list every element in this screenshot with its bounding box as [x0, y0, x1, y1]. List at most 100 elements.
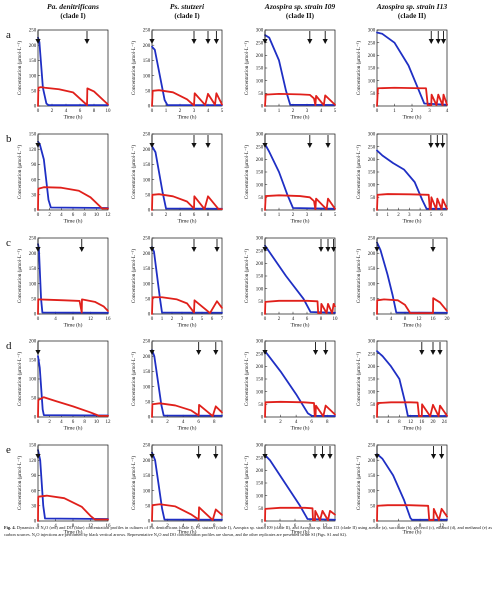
y-tick-label: 50 [145, 298, 151, 303]
n2o-series-line [376, 86, 448, 107]
injection-arrow-head [439, 454, 445, 459]
caption-label: Fig. 4. [4, 525, 16, 530]
column-title-1: Pa. denitrificans [47, 2, 99, 11]
y-tick-label: 250 [143, 444, 151, 449]
y-tick-label: 250 [256, 41, 264, 46]
y-tick-label: 100 [29, 378, 37, 383]
x-tick-label: 0 [151, 420, 154, 425]
x-tick-label: 5 [334, 109, 337, 114]
y-tick-label: 100 [143, 489, 151, 494]
y-tick-label: 0 [261, 416, 264, 421]
y-tick-label: 250 [256, 352, 264, 357]
y-tick-label: 100 [256, 183, 264, 188]
y-tick-label: 250 [256, 249, 264, 254]
y-tick-label: 0 [373, 313, 376, 318]
y-axis-label: Concentration (μmol·L⁻¹) [130, 41, 137, 95]
y-axis-label: Concentration (μmol·L⁻¹) [130, 145, 137, 199]
do-series-line [376, 350, 448, 417]
y-tick-label: 200 [29, 340, 37, 345]
y-tick-label: 100 [368, 390, 376, 395]
panel-c-1: 0 50 100 150 200 250 0 4 8 12 16 Time (h) Concentrat… [16, 237, 111, 329]
y-tick-label: 0 [261, 105, 264, 110]
x-tick-label: 0 [264, 213, 267, 218]
row-label-a: a [6, 29, 11, 41]
column-clade-3: (clade II) [286, 12, 315, 20]
injection-arrow-head [262, 39, 268, 44]
y-tick-label: 100 [368, 489, 376, 494]
plot-frame [37, 29, 109, 107]
x-tick-label: 0 [151, 109, 154, 114]
y-tick-label: 0 [261, 520, 264, 525]
n2o-series-line [264, 92, 336, 107]
injection-arrow-head [262, 143, 268, 148]
x-tick-label: 0 [376, 213, 379, 218]
injection-arrow-head [191, 247, 197, 252]
panel-b-1: 0 30 60 90 120 150 0 2 4 6 8 10 12 Time (h) Concentrat… [16, 133, 111, 225]
x-axis-label: Time (h) [64, 322, 83, 329]
x-axis-label: Time (h) [64, 114, 83, 121]
x-axis-label: Time (h) [403, 529, 422, 536]
x-tick-label: 12 [417, 317, 423, 322]
y-tick-label: 300 [368, 340, 376, 345]
injection-arrow-head [191, 143, 197, 148]
y-tick-label: 250 [368, 41, 376, 46]
x-tick-label: 20 [445, 317, 451, 322]
y-tick-label: 150 [29, 267, 37, 272]
panel-b-2: 0 50 100 150 200 250 0 2 4 6 8 Time (h) Concentratio… [130, 133, 223, 225]
y-tick-label: 100 [143, 282, 151, 287]
x-axis-label: Time (h) [291, 529, 310, 536]
y-axis-label: Concentration (μmol·L⁻¹) [243, 352, 250, 406]
y-tick-label: 300 [256, 237, 264, 242]
y-tick-label: 0 [34, 416, 37, 421]
x-tick-label: 8 [213, 524, 216, 529]
x-axis-label: Time (h) [403, 218, 422, 225]
x-axis-label: Time (h) [64, 529, 83, 536]
x-tick-label: 6 [306, 317, 309, 322]
do-series-line [151, 45, 223, 106]
injection-arrow-head [213, 350, 219, 355]
x-tick-label: 8 [398, 420, 401, 425]
panel-c-3: 0 50 100 150 200 250 300 0 2 4 6 8 10 Time (h) Concent… [243, 237, 338, 329]
x-tick-label: 8 [213, 420, 216, 425]
panel-a-2: 0 50 100 150 200 250 0 1 2 3 4 5 Time (h) Concentrati… [130, 29, 224, 121]
y-tick-label: 100 [256, 79, 264, 84]
injection-arrow-head [191, 39, 197, 44]
y-tick-label: 50 [258, 403, 264, 408]
y-axis-label: Concentration (μmol·L⁻¹) [243, 456, 250, 510]
x-axis-label: Time (h) [403, 114, 422, 121]
injection-arrow-head [149, 143, 155, 148]
x-tick-label: 2 [166, 420, 169, 425]
y-tick-label: 200 [368, 459, 376, 464]
x-tick-label: 8 [83, 420, 86, 425]
x-tick-label: 4 [179, 213, 182, 218]
y-tick-label: 0 [34, 313, 37, 318]
x-tick-label: 4 [54, 317, 57, 322]
y-tick-label: 50 [31, 90, 37, 95]
y-tick-label: 50 [145, 401, 151, 406]
y-tick-label: 150 [256, 275, 264, 280]
y-tick-label: 200 [29, 252, 37, 257]
y-tick-label: 150 [256, 67, 264, 72]
injection-arrow-head [262, 247, 268, 252]
x-tick-label: 6 [72, 213, 75, 218]
x-tick-label: 2 [397, 213, 400, 218]
do-series-line [264, 454, 336, 521]
panel-a-3: 0 50 100 150 200 250 300 0 1 2 3 4 5 Time (h) Concentr… [243, 29, 337, 121]
x-axis-label: Time (h) [291, 425, 310, 432]
x-tick-label: 6 [79, 109, 82, 114]
injection-arrow-head [325, 247, 331, 252]
x-tick-label: 3 [408, 213, 411, 218]
x-tick-label: 3 [279, 524, 282, 529]
n2o-series-line [37, 396, 109, 418]
n2o-series-line [151, 193, 223, 211]
y-tick-label: 200 [368, 365, 376, 370]
y-axis-label: Concentration (μmol·L⁻¹) [243, 41, 250, 95]
x-tick-label: 3 [306, 109, 309, 114]
x-tick-label: 12 [106, 213, 112, 218]
do-series-line [264, 34, 336, 106]
y-tick-label: 150 [368, 67, 376, 72]
y-tick-label: 100 [256, 494, 264, 499]
y-tick-label: 90 [31, 474, 37, 479]
y-tick-label: 50 [370, 92, 376, 97]
y-tick-label: 120 [29, 148, 37, 153]
